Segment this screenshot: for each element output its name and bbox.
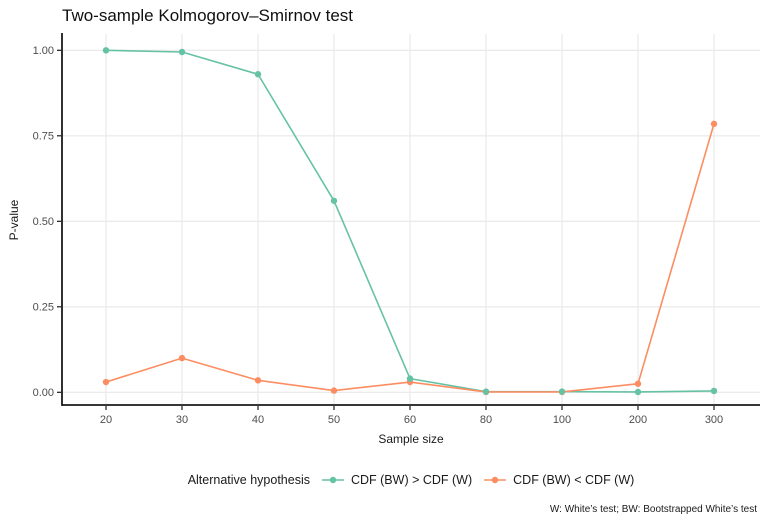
legend: Alternative hypothesis CDF (BW) > CDF (W…	[62, 469, 760, 491]
legend-entry-label: CDF (BW) < CDF (W)	[513, 473, 635, 487]
x-tick-label: 200	[629, 414, 647, 426]
data-point	[102, 47, 110, 54]
data-point	[634, 380, 642, 387]
data-point	[634, 388, 642, 396]
x-tick-label: 60	[404, 414, 416, 426]
plot-canvas: 20 30 40 50 60 80 100 200 300 0.00 0.25 0.50 0.75 1.0…	[33, 33, 760, 426]
data-point	[482, 388, 490, 395]
x-tick-label: 80	[480, 414, 492, 426]
x-tick-label: 50	[328, 414, 340, 426]
legend-entry-greater: CDF (BW) > CDF (W)	[321, 472, 472, 488]
y-tick-label: 0.00	[33, 387, 54, 399]
y-tick-label: 0.75	[33, 131, 54, 143]
y-tick-label: 1.00	[33, 45, 54, 57]
data-point	[710, 387, 718, 395]
legend-entry-less: CDF (BW) < CDF (W)	[483, 472, 634, 488]
data-point	[330, 197, 338, 204]
y-tick-label: 0.50	[33, 216, 54, 228]
legend-key-less-icon	[484, 476, 507, 484]
legend-key-greater-icon	[321, 476, 344, 484]
x-tick-label: 40	[252, 414, 264, 426]
chart-title: Two-sample Kolmogorov–Smirnov test	[62, 6, 354, 25]
x-tick-label: 20	[100, 414, 112, 426]
x-tick-label: 300	[705, 414, 723, 426]
x-tick-label: 30	[176, 414, 188, 426]
x-tick-label: 100	[553, 414, 571, 426]
legend-title: Alternative hypothesis	[187, 473, 310, 487]
data-point	[406, 375, 414, 382]
data-point	[558, 388, 566, 395]
y-axis-label: P-value	[7, 199, 21, 241]
data-point	[254, 377, 262, 384]
data-point	[330, 387, 338, 394]
data-point	[102, 378, 110, 386]
footnote-caption: W: White’s test; BW: Bootstrapped White’…	[549, 504, 757, 515]
data-point	[254, 71, 262, 78]
legend-entry-label: CDF (BW) > CDF (W)	[350, 473, 473, 487]
y-tick-label: 0.25	[33, 302, 54, 314]
data-point	[178, 354, 186, 362]
data-point	[178, 48, 186, 56]
data-point	[710, 120, 718, 128]
x-axis-label: Sample size	[378, 432, 444, 446]
